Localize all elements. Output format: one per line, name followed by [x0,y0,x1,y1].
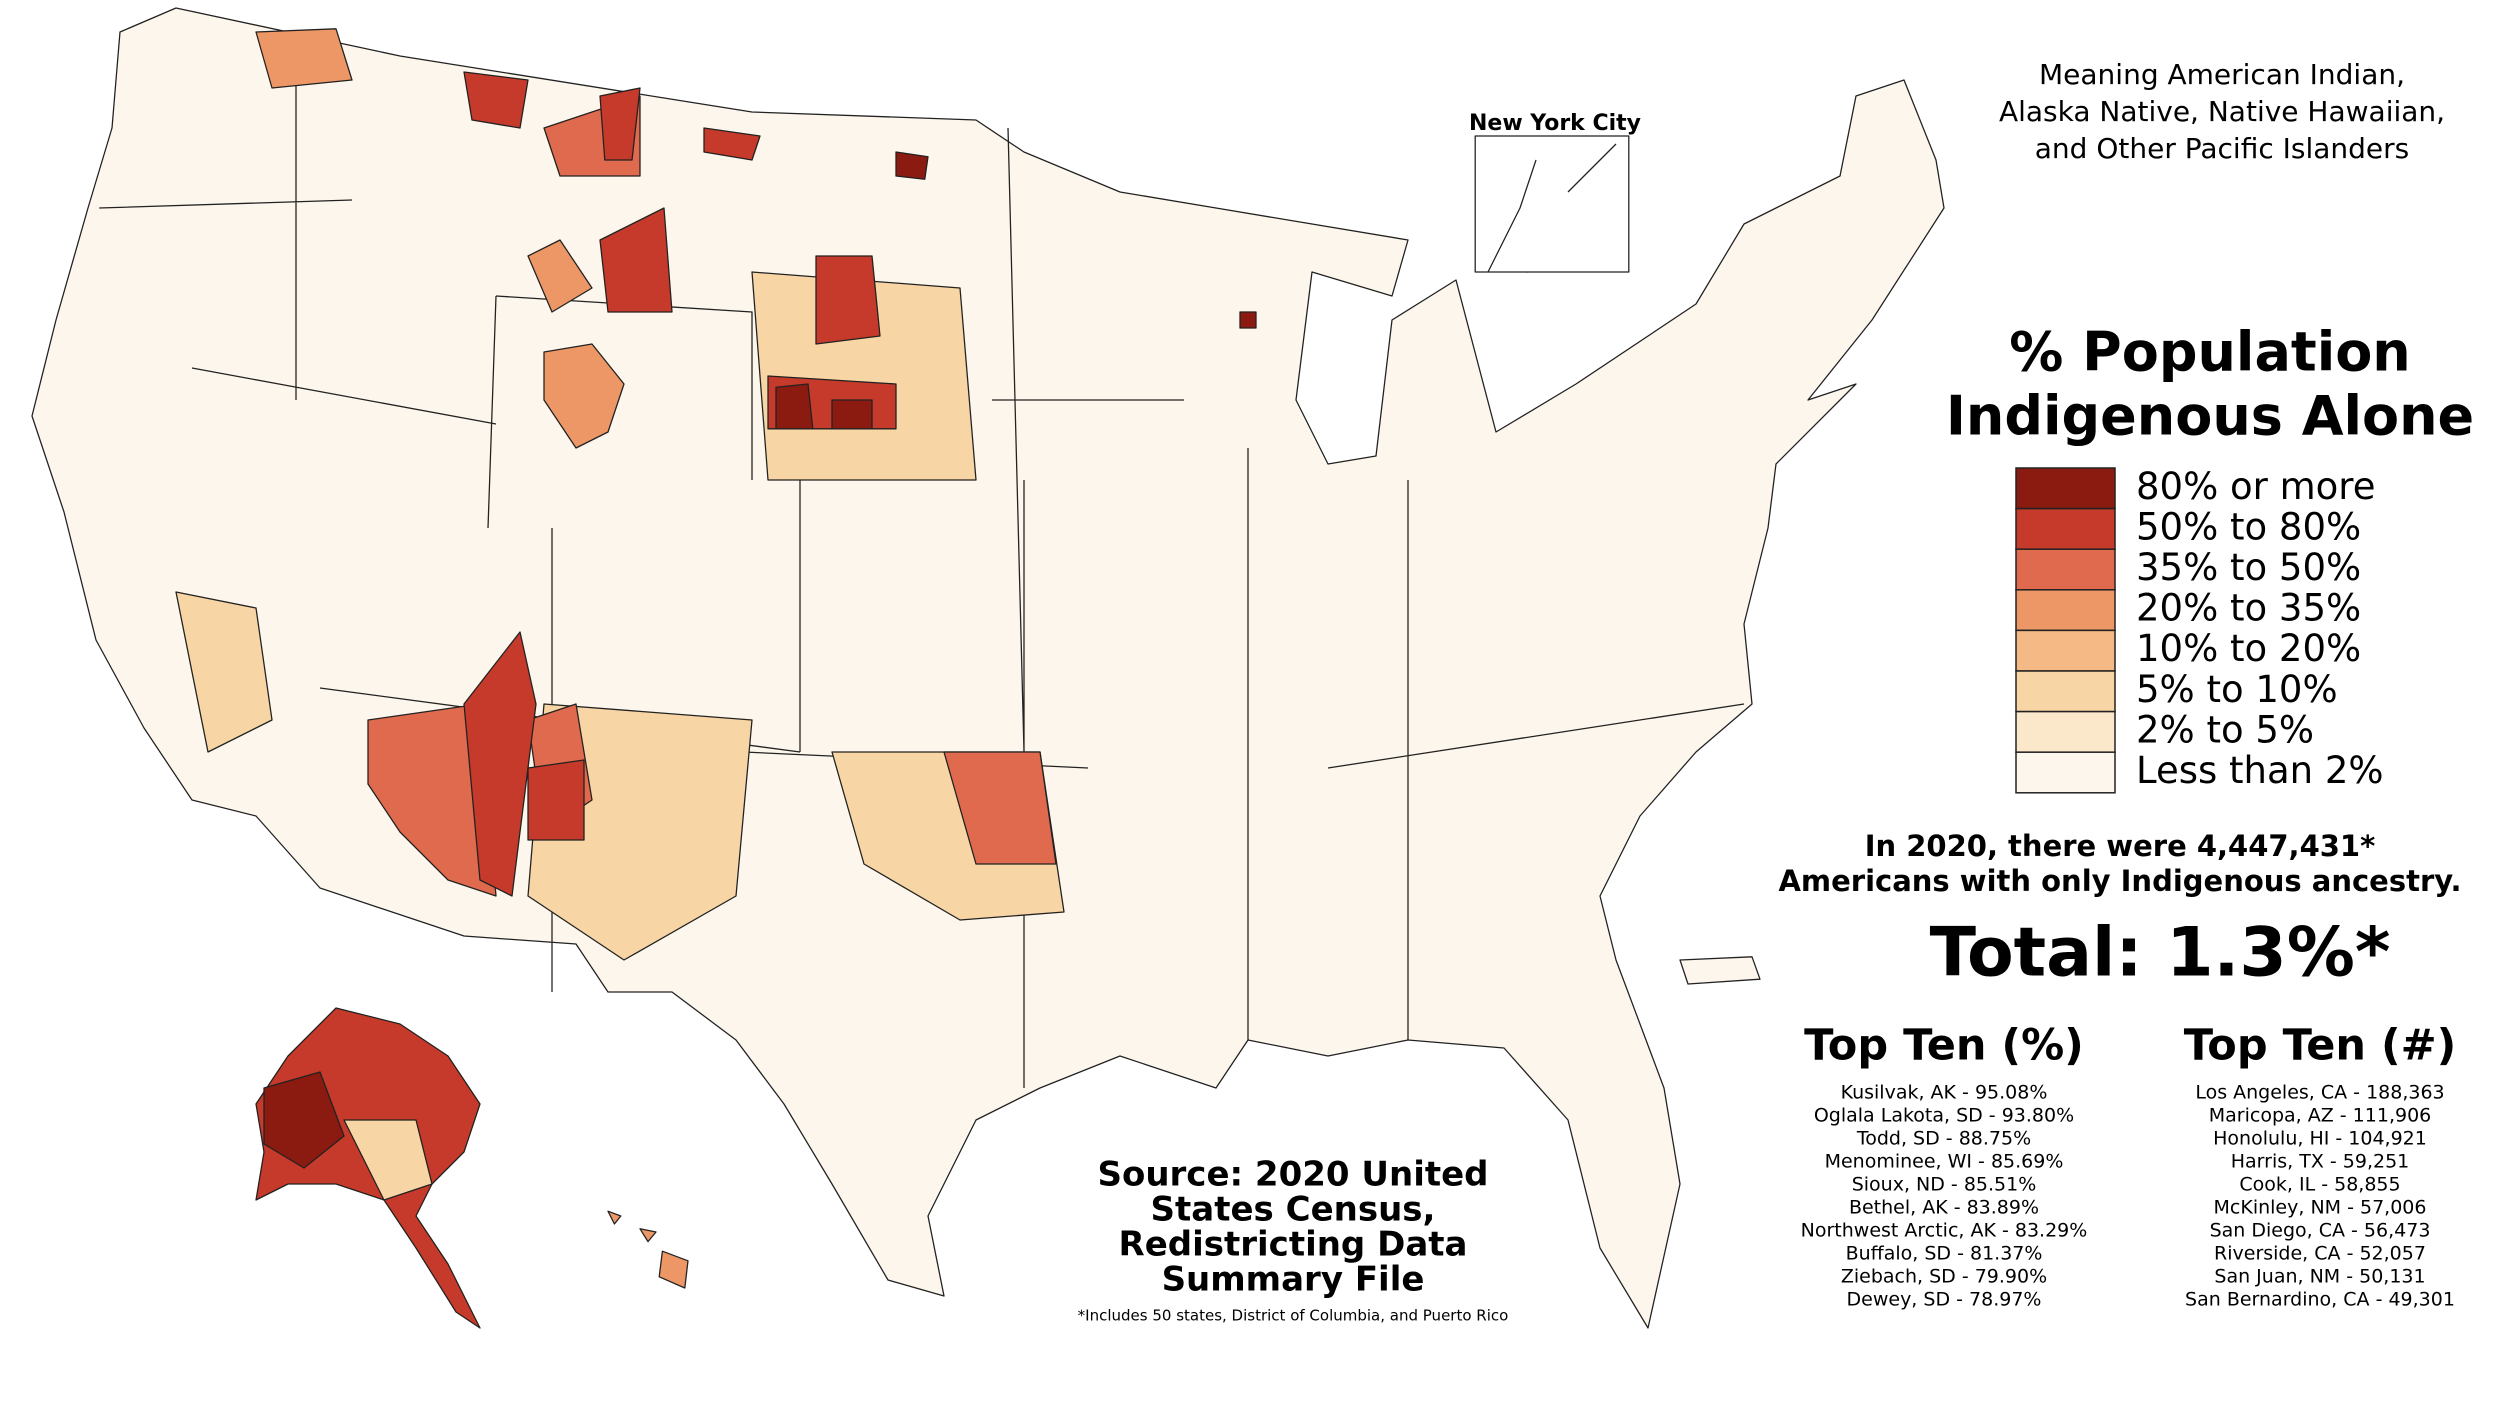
list-item: Todd, SD - 88.75% [1856,1128,2031,1150]
list-item: Cook, IL - 58,855 [2239,1174,2400,1196]
list-item: San Bernardino, CA - 49,301 [2185,1289,2455,1311]
legend-swatch [2015,589,2116,632]
list-item: Harris, TX - 59,251 [2231,1151,2410,1173]
region-35-50 [367,95,1057,897]
list-item: Oglala Lakota, SD - 93.80% [1814,1105,2074,1127]
source-line: Redistricting Data [1119,1225,1468,1265]
legend-swatch [2015,629,2116,672]
list-item: Dewey, SD - 78.97% [1847,1289,2042,1311]
region-20-35 [255,28,1537,449]
inset-label: New York City [1469,111,1641,136]
legend-swatch [2015,548,2116,591]
list-item: Maricopa, AZ - 111,906 [2209,1105,2432,1127]
list-item: Bethel, AK - 83.89% [1849,1197,2039,1219]
nyc-inset [1474,135,1630,273]
list-item: McKinley, NM - 57,006 [2214,1197,2427,1219]
summary-line: Americans with only Indigenous ancestry. [1778,864,2461,898]
subtitle-line: Alaska Native, Native Hawaiian, [1999,95,2445,128]
total: Total: 1.3%* [1930,914,2391,993]
contiguous-us [31,7,1945,1329]
legend-title: % Population [2009,321,2411,384]
alaska-south [343,1119,433,1201]
legend-swatch [2015,467,2116,510]
legend-title: Indigenous Alone [1946,385,2474,448]
region-80-plus [775,151,1257,430]
list-item: Buffalo, SD - 81.37% [1846,1243,2043,1265]
list-title: Top Ten (%) [1804,1021,2084,1071]
summary-line: In 2020, there were 4,447,431* [1865,829,2376,863]
list-item: Los Angeles, CA - 188,363 [2195,1082,2444,1104]
top-ten-lists: Top Ten (%) Kusilvak, AK - 95.08%Oglala L… [1801,1021,2457,1311]
list-item: Ziebach, SD - 79.90% [1841,1266,2047,1288]
subtitle-line: Meaning American Indian, [2039,58,2405,91]
legend-swatch [2015,507,2116,550]
region-50-80 [463,71,897,897]
legend-label: 10% to 20% [2136,627,2361,670]
legend-swatch [2015,710,2116,753]
legend-label: 2% to 5% [2136,708,2314,751]
subtitle-line: and Other Pacific Islanders [2035,132,2410,165]
subtitle: Meaning American Indian, Alaska Native, N… [1999,58,2445,165]
legend-label: Less than 2% [2136,749,2384,792]
legend-swatch [2015,751,2116,794]
list-item: Northwest Arctic, AK - 83.29% [1801,1220,2088,1242]
nyc-shore [1487,143,1617,273]
source-line: Summary File [1162,1260,1425,1300]
puerto-rico [1679,956,1761,985]
legend-label: 50% to 80% [2136,505,2361,548]
list-item: Honolulu, HI - 104,921 [2213,1128,2427,1150]
alaska-west [263,1071,345,1169]
list-item: Sioux, ND - 85.51% [1852,1174,2037,1196]
list-item: Riverside, CA - 52,057 [2214,1243,2426,1265]
legend-label: 35% to 50% [2136,546,2361,589]
hawaii [607,1210,689,1289]
us-map [31,7,1945,1329]
summary: In 2020, there were 4,447,431*Americans … [1778,829,2461,898]
list-item: San Juan, NM - 50,131 [2214,1266,2425,1288]
footnote: *Includes 50 states, District of Columbi… [1078,1307,1509,1325]
list-item: Kusilvak, AK - 95.08% [1841,1082,2048,1104]
source-line: Source: 2020 United [1097,1155,1488,1195]
source-line: States Census, [1151,1190,1436,1230]
legend-label: 80% or more [2136,465,2375,508]
list-item: Menominee, WI - 85.69% [1825,1151,2064,1173]
legend-swatch [2015,670,2116,713]
region-5-10 [175,271,1065,961]
legend-label: 20% to 35% [2136,587,2361,630]
list-item: San Diego, CA - 56,473 [2210,1220,2431,1242]
list-title: Top Ten (#) [2184,1021,2457,1071]
legend-label: 5% to 10% [2136,668,2338,711]
